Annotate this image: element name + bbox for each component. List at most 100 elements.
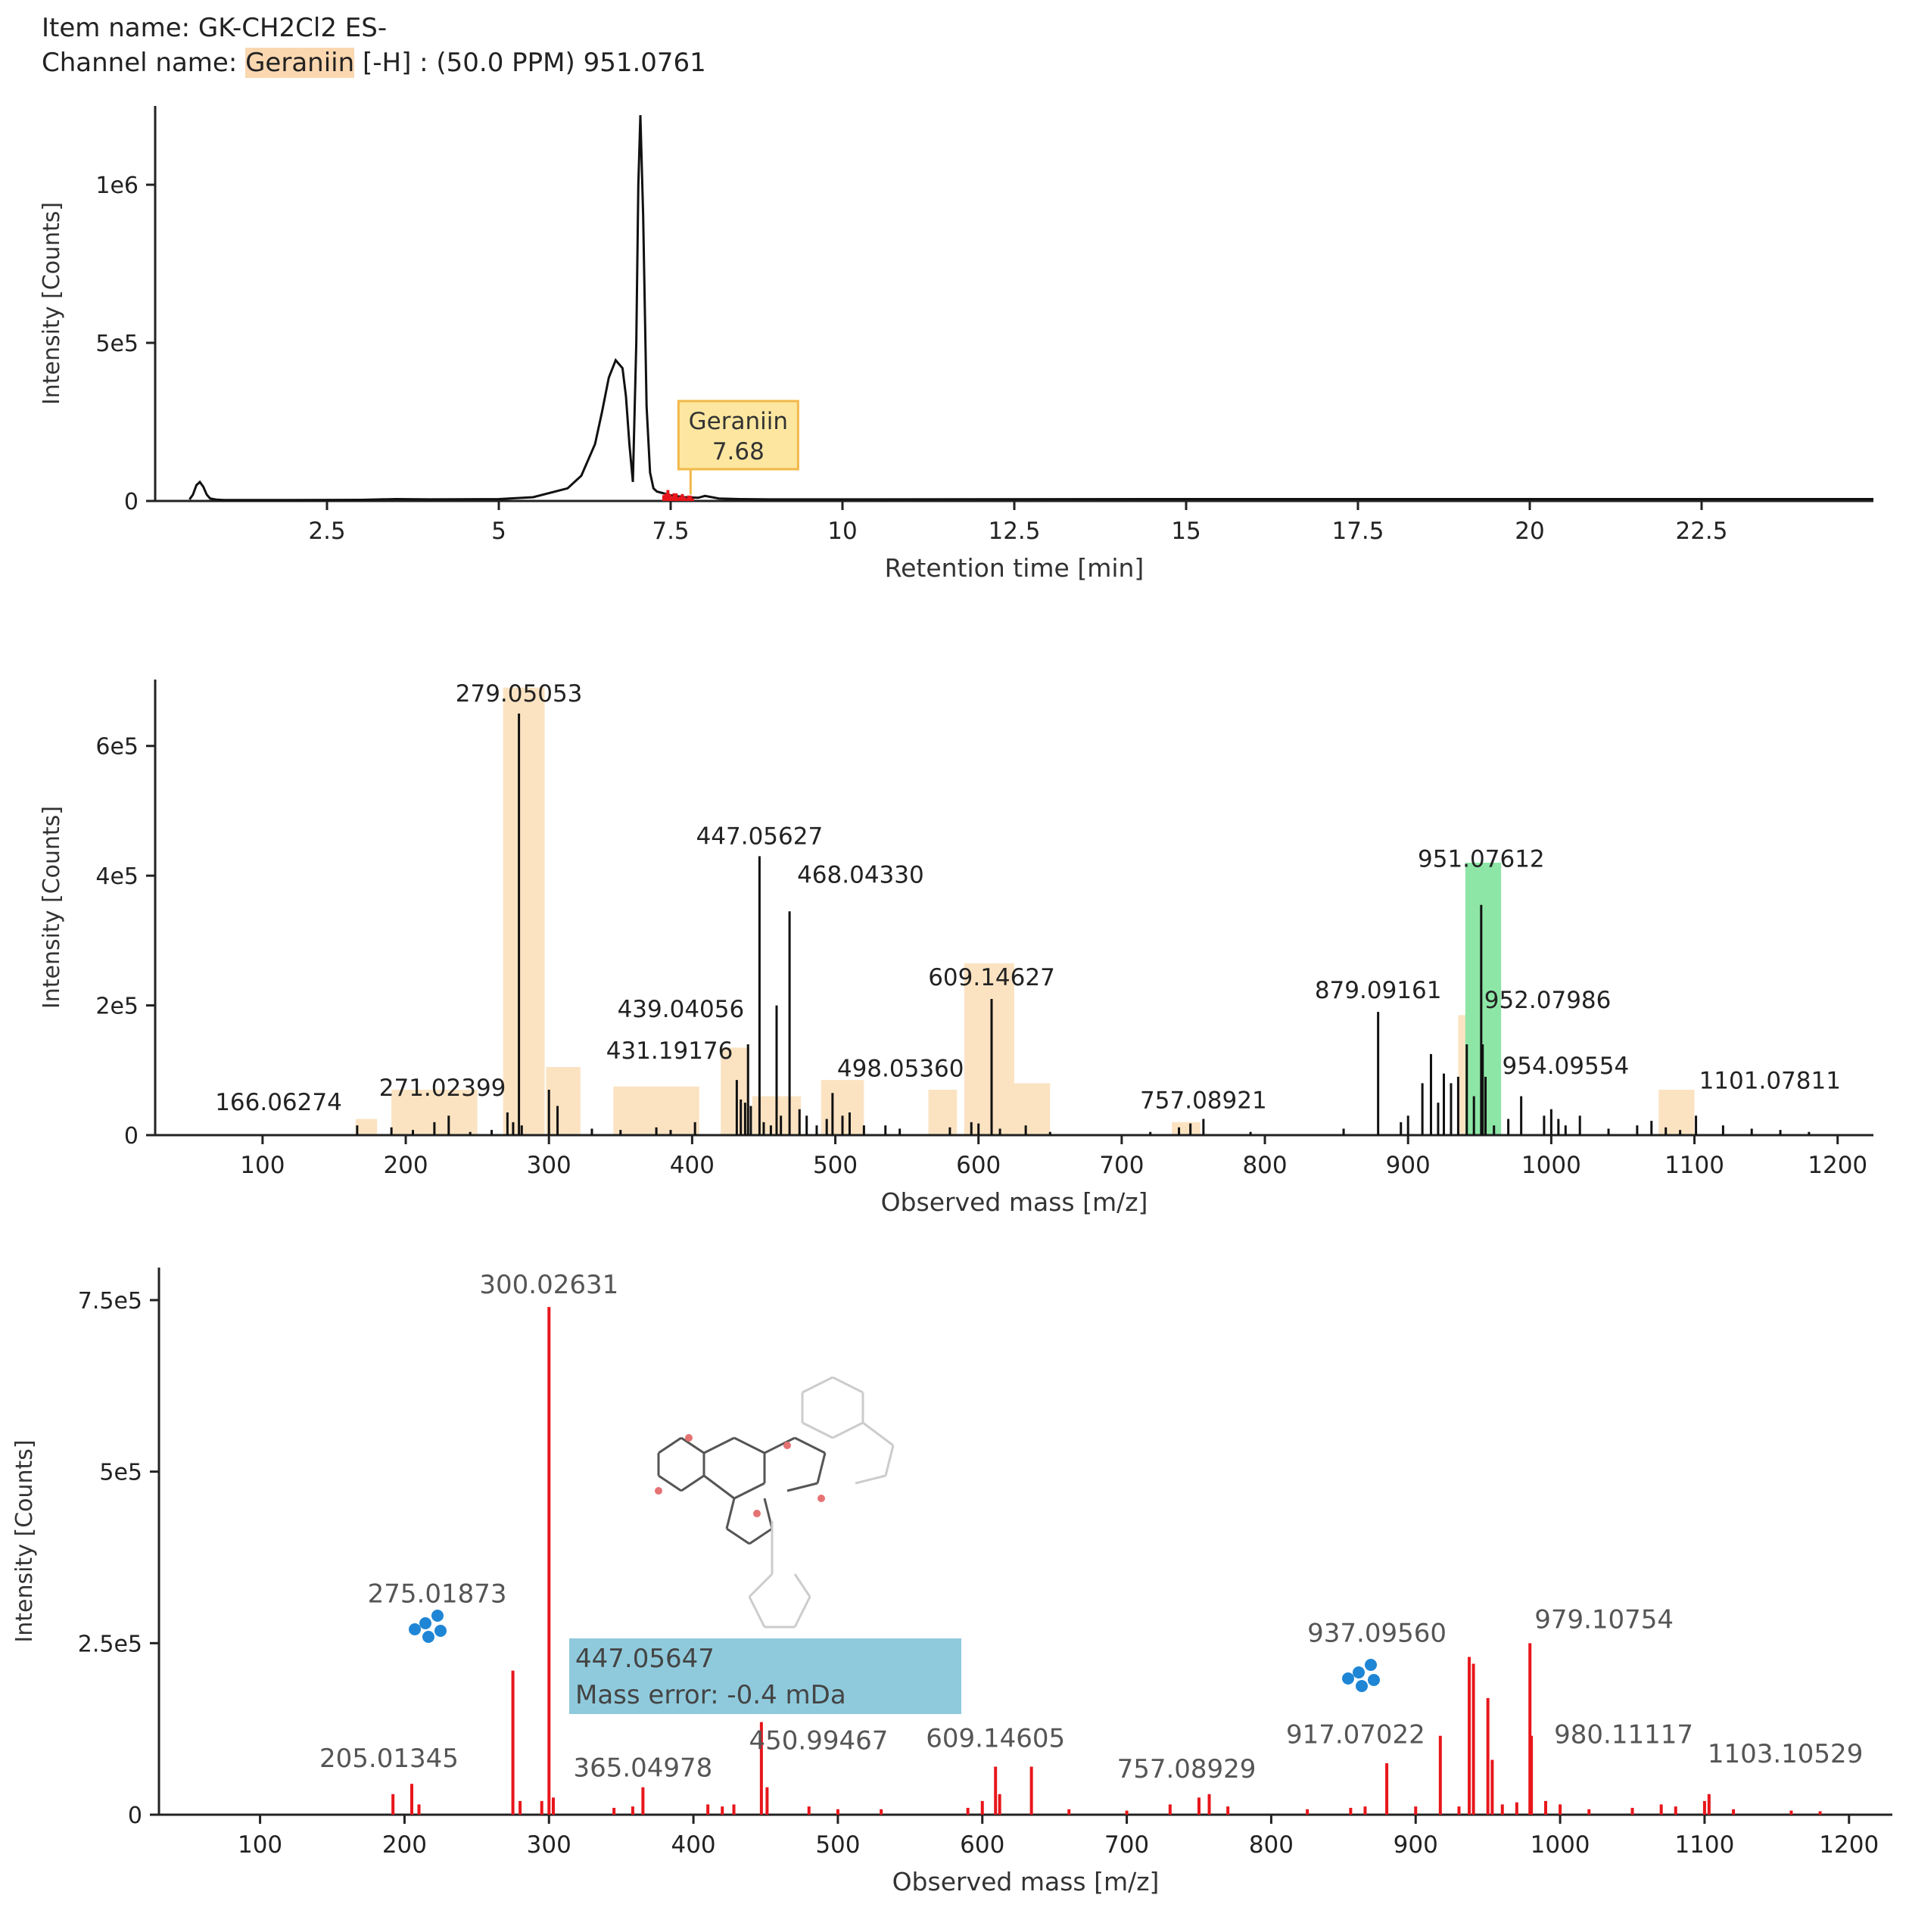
channel-highlight: Geraniin: [245, 48, 355, 78]
molecule-bond-faded: [884, 1445, 895, 1476]
molecule-bond-faded: [793, 1573, 811, 1598]
x-tick-label: 100: [240, 1152, 285, 1179]
y-tick-label: 0: [124, 489, 139, 515]
molecule-bond: [763, 1498, 774, 1529]
molecule-bond: [703, 1474, 735, 1500]
chromatogram-trace: [188, 115, 1873, 502]
item-name-line: Item name: GK-CH2Cl2 ES-: [42, 11, 706, 45]
isotope-highlight-band: [355, 1118, 378, 1135]
x-tick-label: 300: [527, 1152, 571, 1179]
annotation-value: 7.68: [712, 438, 765, 465]
peak-label: 937.09560: [1307, 1618, 1447, 1648]
peak-label: 757.08929: [1117, 1754, 1257, 1784]
molecule-bond: [658, 1474, 682, 1492]
x-tick-label: 17.5: [1331, 518, 1384, 545]
x-tick-label: 1200: [1808, 1152, 1867, 1179]
peak-label: 917.07022: [1286, 1720, 1425, 1750]
fragment-icon: [1342, 1672, 1354, 1685]
molecule-bond: [703, 1436, 735, 1454]
fragment-icon: [422, 1631, 434, 1643]
molecule-bond-faded: [793, 1596, 811, 1628]
y-axis-title: Intensity [Counts]: [39, 806, 65, 1009]
molecule-bond-faded: [802, 1421, 833, 1439]
y-tick-label: 1e6: [95, 173, 139, 199]
info-box-mz: 447.05647: [575, 1644, 715, 1674]
molecule-bond: [680, 1474, 705, 1492]
x-tick-label: 1100: [1665, 1152, 1724, 1179]
molecule-bond-faded: [855, 1474, 886, 1485]
molecule-bond-faded: [802, 1376, 833, 1394]
peak-label: 979.10754: [1534, 1604, 1674, 1635]
x-tick-label: 20: [1515, 518, 1544, 545]
x-tick-label: 12.5: [988, 518, 1040, 545]
x-tick-label: 900: [1394, 1831, 1438, 1859]
isotope-highlight-band: [546, 1067, 581, 1135]
isotope-highlight-band: [928, 1090, 958, 1135]
molecule-bond: [733, 1482, 765, 1500]
isotope-highlight-band: [503, 687, 545, 1135]
x-tick-label: 900: [1386, 1152, 1431, 1179]
x-tick-label: 600: [956, 1152, 1001, 1179]
x-tick-label: 1100: [1674, 1831, 1734, 1859]
x-tick-label: 700: [1104, 1831, 1149, 1859]
peak-label: 1103.10529: [1708, 1739, 1864, 1769]
molecule-bond: [749, 1527, 773, 1545]
molecule-bond-faded: [862, 1421, 894, 1447]
item-name-value: GK-CH2Cl2 ES-: [198, 13, 388, 43]
fragment-icon: [1365, 1659, 1377, 1671]
molecule-bond: [786, 1482, 818, 1492]
selected-peak-info-box: [569, 1638, 961, 1714]
y-axis-title: Intensity [Counts]: [39, 202, 65, 405]
peak-label: 757.08921: [1140, 1087, 1267, 1115]
x-axis-title: Observed mass [m/z]: [892, 1867, 1160, 1896]
molecule-bond: [658, 1436, 682, 1454]
molecule-atom: [753, 1510, 761, 1517]
fragment-icon: [419, 1617, 431, 1629]
x-axis-title: Retention time [min]: [885, 553, 1144, 583]
peak-label: 447.05627: [696, 823, 824, 850]
x-axis-title: Observed mass [m/z]: [881, 1187, 1148, 1217]
y-tick-label: 6e5: [95, 734, 139, 761]
peak-label: 275.01873: [368, 1579, 507, 1610]
molecule-bond: [726, 1527, 750, 1545]
peak-label: 279.05053: [456, 680, 583, 708]
channel-rest: [-H] : (50.0 PPM) 951.0761: [354, 48, 706, 78]
y-tick-label: 0: [124, 1123, 139, 1150]
fragment-icon: [1368, 1674, 1380, 1686]
molecule-atom: [685, 1434, 693, 1442]
fragment-icon: [434, 1625, 447, 1637]
peak-label: 300.02631: [479, 1270, 618, 1300]
fragment-icon: [409, 1623, 421, 1635]
molecule-bond: [733, 1436, 765, 1454]
item-name-label: Item name:: [42, 13, 198, 43]
peak-label: 468.04330: [797, 861, 924, 888]
info-box-mass-error: Mass error: -0.4 mDa: [575, 1680, 846, 1710]
annotation-name: Geraniin: [689, 408, 788, 435]
peak-label: 609.14627: [928, 964, 1055, 991]
x-tick-label: 100: [238, 1831, 282, 1859]
peak-label: 952.07986: [1484, 987, 1612, 1014]
molecule-bond-faded: [748, 1596, 766, 1628]
molecule-bond-faded: [832, 1376, 864, 1394]
peak-label: 166.06274: [215, 1089, 342, 1116]
y-tick-label: 4e5: [95, 863, 139, 890]
molecule-bond: [764, 1436, 796, 1454]
isotope-highlight-band: [1172, 1122, 1201, 1135]
fragment-icon: [1356, 1680, 1368, 1692]
ms1-spectrum-chart: 0 2e5 4e5 6e5 100 200 300 400 500 600 700 800 900 100…: [39, 680, 1873, 1217]
peak-label: 1101.07811: [1699, 1067, 1841, 1094]
y-tick-label: 2.5e5: [78, 1631, 142, 1657]
isotope-highlight-band: [1014, 1083, 1051, 1135]
peak-label: 879.09161: [1315, 977, 1442, 1004]
x-tick-label: 800: [1242, 1152, 1287, 1179]
x-tick-label: 5: [491, 518, 506, 545]
x-tick-label: 15: [1171, 518, 1201, 545]
channel-name-line: Channel name: Geraniin [-H] : (50.0 PPM)…: [42, 45, 706, 80]
peak-label: 431.19176: [606, 1038, 733, 1065]
y-tick-label: 0: [128, 1803, 142, 1829]
x-tick-label: 600: [960, 1831, 1004, 1859]
isotope-highlight-band: [1658, 1090, 1695, 1135]
x-tick-label: 700: [1099, 1152, 1144, 1179]
x-tick-label: 500: [813, 1152, 858, 1179]
